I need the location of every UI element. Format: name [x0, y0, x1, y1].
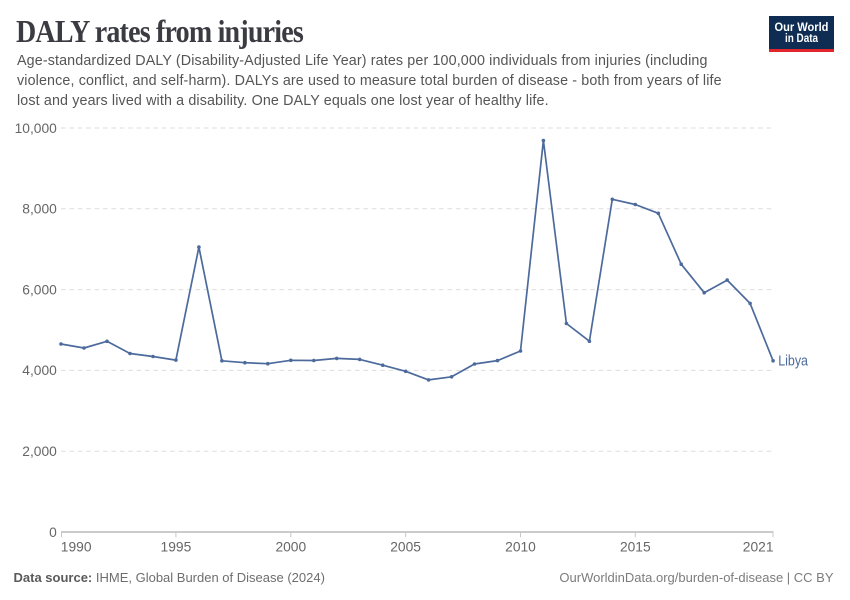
- svg-text:2000: 2000: [275, 539, 306, 554]
- svg-text:10,000: 10,000: [15, 121, 58, 136]
- svg-text:2015: 2015: [620, 539, 651, 554]
- svg-text:8,000: 8,000: [22, 202, 57, 217]
- svg-text:2005: 2005: [390, 539, 421, 554]
- svg-text:0: 0: [49, 525, 57, 540]
- svg-text:6,000: 6,000: [22, 282, 57, 297]
- svg-text:Libya: Libya: [778, 353, 809, 369]
- svg-text:4,000: 4,000: [22, 363, 57, 378]
- svg-text:2010: 2010: [505, 539, 536, 554]
- svg-text:2021: 2021: [743, 539, 774, 554]
- svg-text:1995: 1995: [161, 539, 192, 554]
- svg-text:1990: 1990: [61, 539, 92, 554]
- svg-text:2,000: 2,000: [22, 444, 57, 459]
